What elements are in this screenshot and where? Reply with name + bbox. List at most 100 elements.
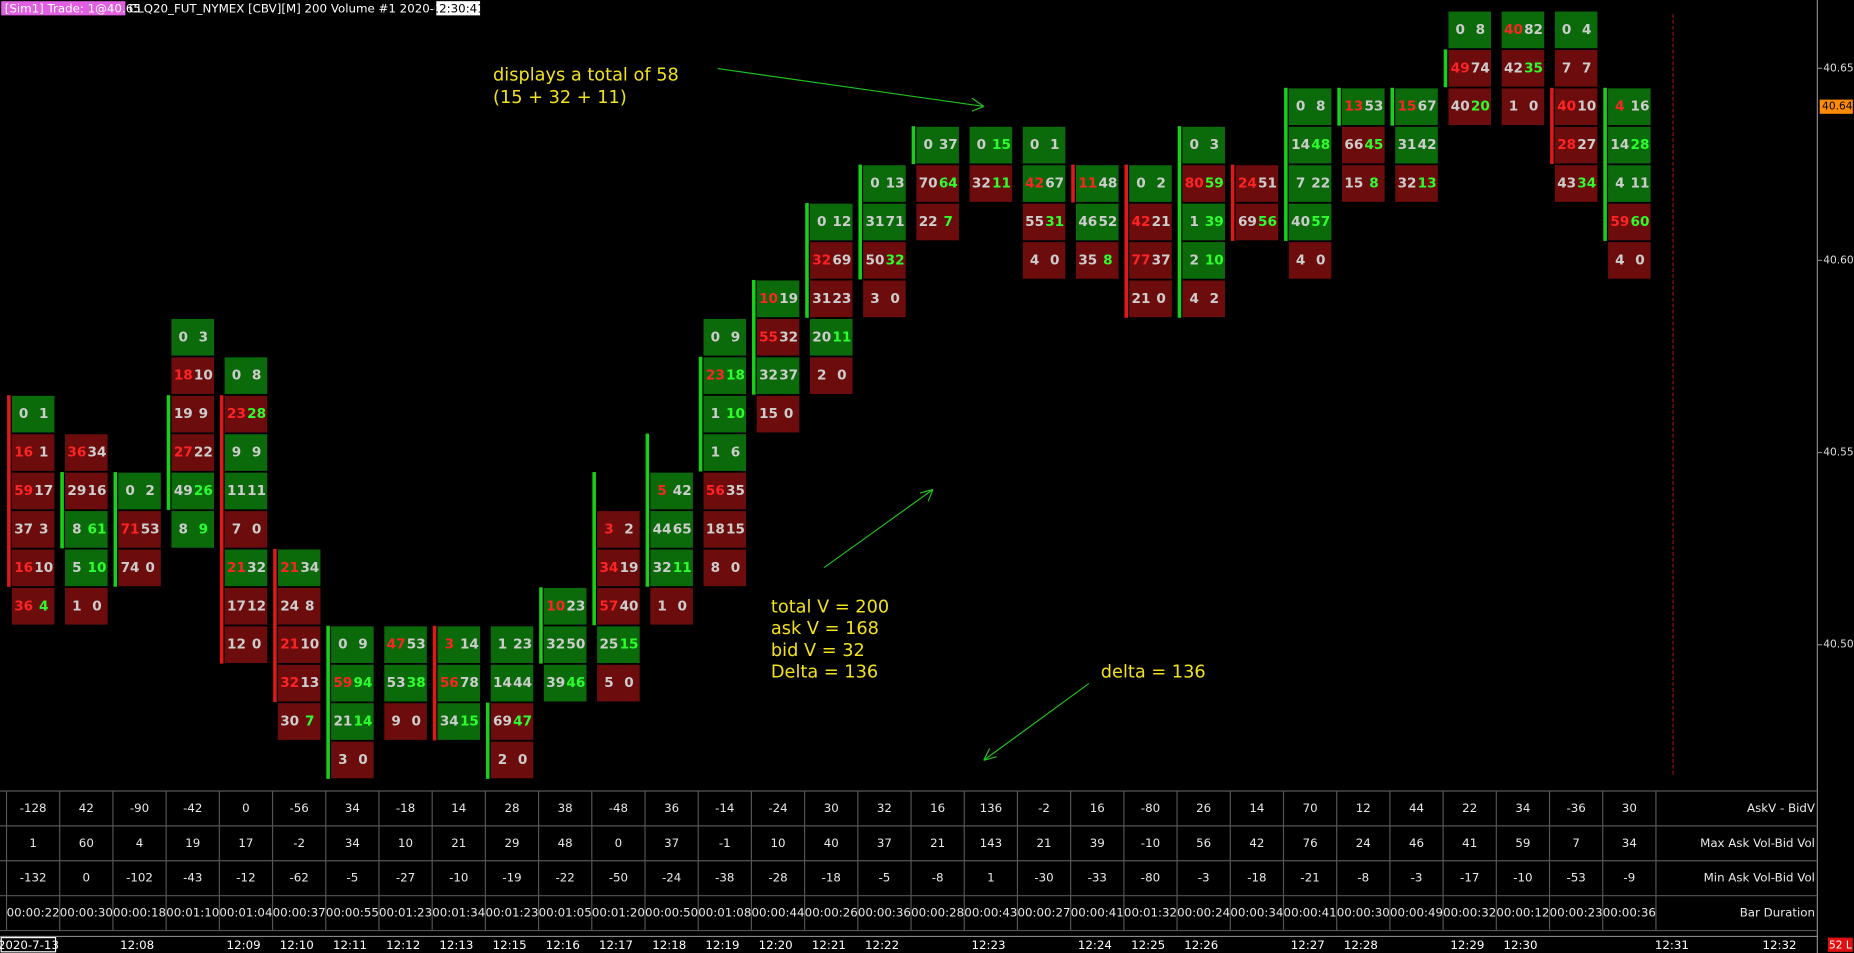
bid-volume: 5	[72, 560, 81, 576]
bar-body	[698, 356, 703, 472]
table-value: -18	[396, 801, 415, 815]
bid-volume: 32	[280, 675, 299, 691]
bid-volume: 4	[1296, 252, 1305, 268]
price-cell	[1129, 203, 1172, 241]
price-cell	[1554, 11, 1598, 49]
ask-volume: 1	[39, 445, 48, 461]
bid-volume: 32	[546, 637, 565, 653]
ask-volume: 47	[513, 714, 532, 730]
ask-volume: 3	[39, 521, 48, 537]
bid-volume: 14	[493, 675, 512, 691]
ask-volume: 16	[1631, 99, 1650, 115]
price-cell	[1342, 165, 1385, 202]
bid-volume: 0	[870, 176, 879, 192]
table-value: 00:00:37	[273, 906, 326, 920]
table-value: -62	[290, 871, 309, 885]
ask-volume: 28	[1631, 137, 1650, 153]
status-badge	[1827, 937, 1853, 952]
price-cell	[703, 549, 747, 587]
table-value: -2	[293, 836, 305, 850]
ask-volume: 71	[886, 214, 905, 230]
price-cell	[1608, 203, 1651, 241]
price-cell	[11, 434, 55, 471]
price-cell	[118, 511, 161, 548]
price-cell	[1022, 242, 1066, 279]
table-value: 39	[1090, 836, 1105, 850]
price-cell	[437, 703, 481, 740]
time-label: 12:32	[1762, 938, 1796, 952]
price-cell	[1182, 203, 1225, 241]
table-value: 00:01:08	[698, 906, 751, 920]
bar-body	[1337, 87, 1341, 126]
ask-volume: 13	[886, 176, 905, 192]
table-value: 00:01:34	[432, 906, 485, 920]
row-label: Max Ask Vol-Bid Vol	[1700, 836, 1815, 850]
table-value: -22	[556, 871, 575, 885]
price-cell	[118, 472, 161, 510]
table-value: 00:00:28	[911, 906, 964, 920]
price-cell	[1129, 165, 1172, 202]
ask-volume: 65	[673, 521, 692, 537]
price-cell	[1395, 88, 1438, 126]
y-tick-label: 40.50	[1823, 638, 1854, 651]
ask-volume: 21	[1152, 214, 1171, 230]
ask-volume: 0	[252, 637, 261, 653]
price-cell	[1075, 165, 1119, 202]
price-cell	[809, 242, 853, 279]
table-value: -102	[126, 871, 153, 885]
price-cell	[969, 165, 1013, 202]
price-cell	[650, 587, 693, 625]
bid-volume: 9	[232, 445, 241, 461]
ask-volume: 10	[300, 637, 319, 653]
bar-body	[592, 472, 596, 626]
bid-volume: 4	[1615, 252, 1624, 268]
y-tick-label: 40.55	[1823, 446, 1853, 459]
date-box	[0, 937, 57, 953]
ask-volume: 8	[1103, 252, 1112, 268]
table-value: 0	[615, 836, 623, 850]
table-value: 00:01:23	[379, 906, 432, 920]
bar-body	[326, 625, 330, 779]
ask-volume: 7	[944, 214, 953, 230]
table-value: -10	[1141, 836, 1160, 850]
price-cell	[224, 626, 268, 664]
ask-volume: 2	[1210, 291, 1219, 307]
bar-body	[1177, 126, 1182, 318]
price-cell	[1075, 242, 1119, 279]
bid-volume: 27	[174, 445, 193, 461]
bar-body	[219, 395, 224, 664]
table-value: -5	[879, 871, 891, 885]
bid-volume: 77	[1132, 252, 1151, 268]
ask-volume: 50	[566, 637, 585, 653]
table-value: -48	[609, 801, 628, 815]
price-cell	[171, 511, 215, 548]
ask-volume: 0	[358, 752, 367, 768]
price-cell	[1608, 126, 1651, 164]
table-value: -3	[1198, 871, 1210, 885]
ask-volume: 0	[1529, 99, 1538, 115]
bid-volume: 46	[1078, 214, 1097, 230]
table-value: 00:00:55	[326, 906, 379, 920]
table-value: 0	[83, 871, 91, 885]
table-value: 24	[1356, 836, 1371, 850]
ask-volume: 69	[832, 252, 851, 268]
price-cell	[597, 549, 640, 587]
bid-volume: 11	[227, 483, 246, 499]
table-value: -30	[1034, 871, 1053, 885]
time-label: 12:21	[812, 938, 846, 952]
bid-volume: 0	[711, 329, 720, 345]
price-cell	[1608, 88, 1651, 126]
table-value: 00:00:50	[645, 906, 698, 920]
bid-volume: 56	[706, 483, 725, 499]
price-cell	[277, 587, 321, 625]
time-label: 12:09	[227, 938, 261, 952]
bid-volume: 22	[919, 214, 938, 230]
bid-volume: 66	[1344, 137, 1363, 153]
ask-volume: 4	[1582, 22, 1591, 38]
price-cell	[331, 664, 374, 702]
price-cell	[756, 357, 800, 395]
table-value: 00:00:30	[60, 906, 113, 920]
table-value: 16	[930, 801, 945, 815]
time-label: 12:23	[971, 938, 1005, 952]
ask-volume: 0	[1635, 252, 1644, 268]
